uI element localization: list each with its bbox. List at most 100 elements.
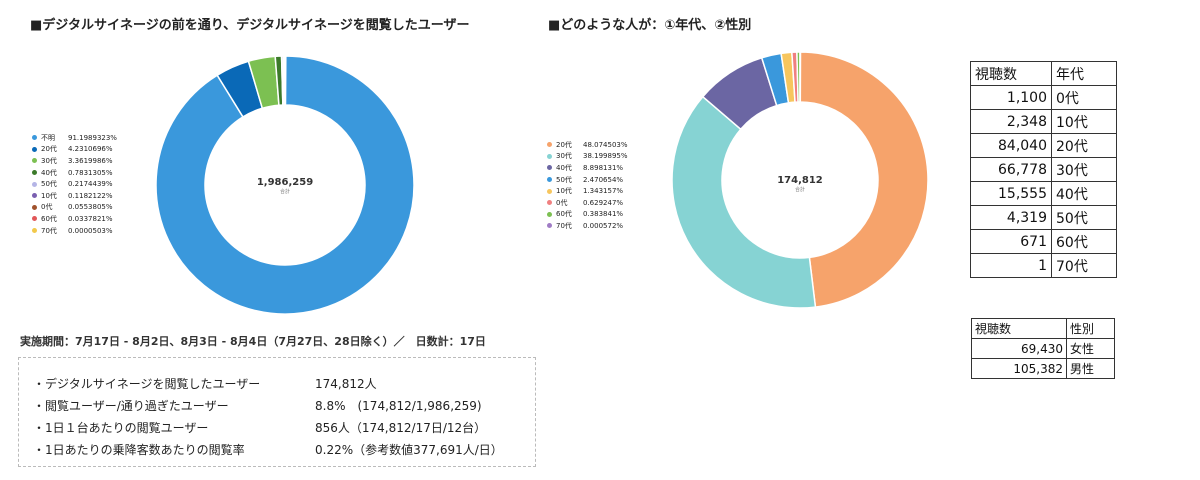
legend-item: 70代 0.0000503% <box>32 225 117 237</box>
pie-slice-8 <box>284 55 287 106</box>
summary-value: 0.22%（参考数値377,691人/日） <box>315 442 503 457</box>
legend-swatch <box>547 153 552 159</box>
column-header-views: 視聴数 <box>970 61 1052 86</box>
views-cell: 105,382 <box>971 358 1067 379</box>
table-row: 2,348 10代 <box>970 109 1117 134</box>
legend-percent: 48.074503% <box>583 140 628 149</box>
left-chart-center-label: 合計 <box>280 188 290 195</box>
legend-swatch <box>547 211 552 217</box>
column-header-views: 視聴数 <box>971 318 1067 339</box>
legend-item: 60代 0.0337821% <box>32 213 117 225</box>
summary-row: ・デジタルサイネージを閲覧したユーザー 174,812人 <box>33 372 535 394</box>
table-row: 1,100 0代 <box>970 85 1117 110</box>
left-chart-title: ■デジタルサイネージの前を通り、デジタルサイネージを閲覧したユーザー <box>30 18 470 33</box>
category-cell: 60代 <box>1051 229 1117 254</box>
category-cell: 10代 <box>1051 109 1117 134</box>
legend-swatch <box>32 158 37 164</box>
views-cell: 1 <box>970 253 1052 278</box>
legend-percent: 4.2310696% <box>68 145 113 154</box>
legend-swatch <box>32 228 37 234</box>
table-row: 1 70代 <box>970 253 1117 278</box>
views-cell: 69,430 <box>971 338 1067 359</box>
legend-percent: 0.629247% <box>583 198 624 207</box>
legend-swatch <box>547 188 552 194</box>
legend-percent: 8.898131% <box>583 163 624 172</box>
table-row: 84,040 20代 <box>970 133 1117 158</box>
summary-row: ・1日あたりの乗降客数あたりの閲覧率 0.22%（参考数値377,691人/日） <box>33 438 535 460</box>
legend-percent: 91.1989323% <box>68 133 117 142</box>
column-header-age: 年代 <box>1051 61 1117 86</box>
table-row: 69,430 女性 <box>971 338 1115 359</box>
legend-label: 20代 <box>41 145 57 154</box>
legend-percent: 0.0337821% <box>68 214 113 223</box>
right-chart-legend: 20代 48.074503% 30代 38.199895% 40代 8.898131% 50… <box>547 139 628 232</box>
pie-slice-0 <box>155 55 415 315</box>
legend-item: 50代 2.470654% <box>547 174 628 186</box>
right-chart-center-label: 合計 <box>795 186 805 193</box>
legend-item: 不明 91.1989323% <box>32 132 117 144</box>
period-text: 実施期間：7月17日 - 8月2日、8月3日 - 8月4日（7月27日、28日除… <box>20 335 486 348</box>
summary-box: ・デジタルサイネージを閲覧したユーザー 174,812人 ・閲覧ユーザー/通り過ぎた… <box>18 357 536 467</box>
category-cell: 30代 <box>1051 157 1117 182</box>
right-chart-center-value: 174,812 <box>777 175 823 186</box>
legend-swatch <box>32 146 37 152</box>
views-cell: 66,778 <box>970 157 1052 182</box>
legend-label: 60代 <box>41 214 57 223</box>
legend-swatch <box>547 223 552 229</box>
legend-label: 不明 <box>41 133 55 142</box>
legend-item: 0代 0.0553805% <box>32 202 117 214</box>
legend-item: 20代 4.2310696% <box>32 144 117 156</box>
legend-item: 40代 0.7831305% <box>32 167 117 179</box>
legend-swatch <box>547 165 552 171</box>
left-chart-legend: 不明 91.1989323% 20代 4.2310696% 30代 3.3619986% 4… <box>32 132 117 236</box>
views-cell: 671 <box>970 229 1052 254</box>
summary-label: ・1日１台あたりの閲覧ユーザー <box>33 420 209 435</box>
legend-percent: 0.2174439% <box>68 180 113 189</box>
views-cell: 15,555 <box>970 181 1052 206</box>
legend-swatch <box>547 142 552 148</box>
table-row: 66,778 30代 <box>970 157 1117 182</box>
category-cell: 70代 <box>1051 253 1117 278</box>
legend-percent: 0.1182122% <box>68 191 113 200</box>
category-cell: 40代 <box>1051 181 1117 206</box>
legend-percent: 0.0553805% <box>68 203 113 212</box>
left-chart-center-value: 1,986,259 <box>257 177 313 188</box>
category-cell: 50代 <box>1051 205 1117 230</box>
legend-label: 70代 <box>556 221 572 230</box>
views-cell: 2,348 <box>970 109 1052 134</box>
legend-label: 0代 <box>41 203 53 212</box>
legend-label: 40代 <box>556 163 572 172</box>
legend-percent: 0.0000503% <box>68 226 113 235</box>
legend-label: 30代 <box>41 156 57 165</box>
legend-item: 10代 0.1182122% <box>32 190 117 202</box>
pie-slice-1 <box>671 95 817 309</box>
summary-row: ・閲覧ユーザー/通り過ぎたユーザー 8.8% (174,812/1,986,259… <box>33 394 535 416</box>
gender-views-table: 視聴数 性別 69,430 女性 105,382 男性 <box>971 318 1115 379</box>
category-cell: 0代 <box>1051 85 1117 110</box>
right-donut-chart: 174,812 合計 <box>671 51 929 309</box>
legend-percent: 1.343157% <box>583 187 624 196</box>
category-cell: 20代 <box>1051 133 1117 158</box>
left-donut-chart: 1,986,259 合計 <box>155 55 415 315</box>
age-views-table: 視聴数 年代 1,100 0代 2,348 10代 84,040 20代 66,778 30代… <box>970 61 1117 278</box>
column-header-gender: 性別 <box>1066 318 1115 339</box>
right-chart-title: ■どのような人が：①年代、②性別 <box>548 18 752 33</box>
table-row: 105,382 男性 <box>971 358 1115 379</box>
table-header-row: 視聴数 性別 <box>971 318 1115 339</box>
summary-label: ・デジタルサイネージを閲覧したユーザー <box>33 376 261 391</box>
legend-item: 70代 0.000572% <box>547 220 628 232</box>
legend-item: 60代 0.383841% <box>547 209 628 221</box>
legend-percent: 0.383841% <box>583 210 624 219</box>
category-cell: 男性 <box>1066 358 1115 379</box>
legend-label: 50代 <box>556 175 572 184</box>
summary-label: ・閲覧ユーザー/通り過ぎたユーザー <box>33 398 229 413</box>
legend-label: 50代 <box>41 180 57 189</box>
summary-value: 8.8% (174,812/1,986,259) <box>315 398 482 413</box>
legend-item: 40代 8.898131% <box>547 162 628 174</box>
table-row: 671 60代 <box>970 229 1117 254</box>
legend-item: 30代 3.3619986% <box>32 155 117 167</box>
category-cell: 女性 <box>1066 338 1115 359</box>
legend-percent: 0.7831305% <box>68 168 113 177</box>
table-header-row: 視聴数 年代 <box>970 61 1117 86</box>
legend-swatch <box>32 204 37 210</box>
